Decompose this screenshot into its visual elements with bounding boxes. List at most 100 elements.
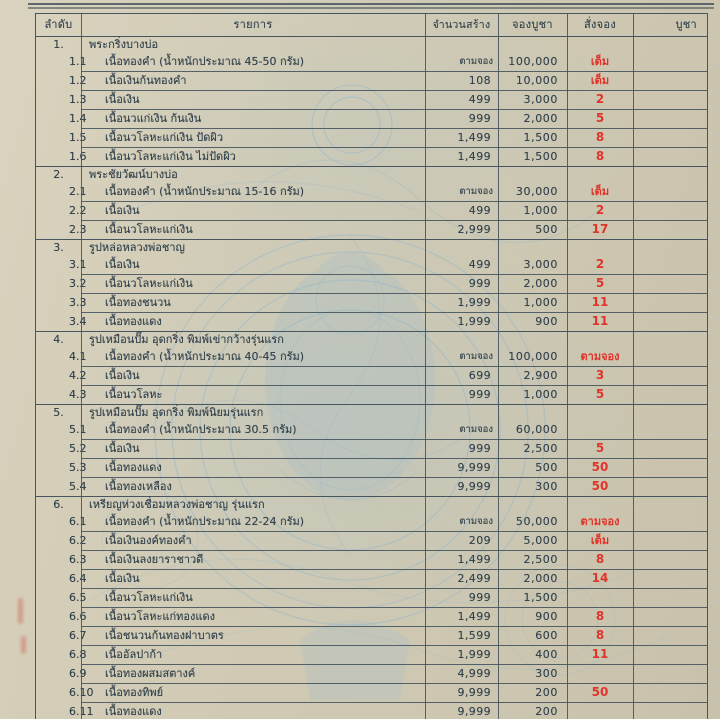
table-header-row: ลำดับ รายการ จำนวนสร้าง จองบูชา สั่งจอง …: [36, 14, 707, 37]
worship-cell: [633, 512, 707, 531]
item-label: เนื้ออัลปาก้า: [105, 648, 163, 661]
table-row: 2.3 เนื้อนวโลหะแก่เงิน 2,999 500 17: [36, 220, 707, 239]
orders-cell: 5: [595, 111, 605, 125]
group-title: เหรียญห่วงเชื่อมหลวงพ่อชาญ รุ่นแรก: [89, 498, 265, 511]
quantity-cell: 209: [468, 534, 491, 547]
quantity-cell: 1,499: [457, 131, 491, 144]
item-label: เนื้อเงิน: [105, 572, 140, 585]
worship-cell: [633, 366, 707, 385]
item-number: 6.9: [69, 667, 87, 680]
item-label: เนื้อทองผสมสตางค์: [105, 667, 196, 680]
worship-cell: [633, 569, 707, 588]
quantity-cell: 9,999: [457, 686, 491, 699]
item-label: เนื้อนวโลหะ: [105, 388, 163, 401]
orders-cell: [567, 588, 633, 607]
table-row: 5.4 เนื้อทองเหลือง 9,999 300 50: [36, 477, 707, 496]
quantity-cell: 108: [468, 74, 491, 87]
worship-cell: [633, 550, 707, 569]
reserve-price-cell: 100,000: [508, 350, 558, 363]
quantity-cell: 999: [468, 388, 491, 401]
quantity-cell: 699: [468, 369, 491, 382]
table-row: 6.3 เนื้อเงินลงยาราชาวดี 1,499 2,500 8: [36, 550, 707, 569]
reserve-price-cell: 3,000: [523, 93, 558, 106]
table-row: 6.7 เนื้อชนวนก้นทองฝาบาตร 1,599 600 8: [36, 626, 707, 645]
item-label: เนื้อทองชนวน: [105, 296, 171, 309]
table-row: 1.4 เนื้อนวแก่เงิน ก้นเงิน 999 2,000 5: [36, 109, 707, 128]
item-number: 3.3: [69, 296, 87, 309]
table-row: 1.3 เนื้อเงิน 499 3,000 2: [36, 90, 707, 109]
quantity-cell: 499: [468, 258, 491, 271]
worship-cell: [633, 312, 707, 331]
item-number: 2.1: [69, 185, 87, 198]
item-label: เนื้อทองทิพย์: [105, 686, 164, 699]
item-number: 1.5: [69, 131, 87, 144]
amulet-order-table: ลำดับ รายการ จำนวนสร้าง จองบูชา สั่งจอง …: [35, 13, 708, 719]
group-number: 4.: [53, 333, 64, 346]
table-row: 2.1 เนื้อทองคำ (น้ำหนักประมาณ 15-16 กรัม)…: [36, 182, 707, 201]
reserve-price-cell: 10,000: [515, 74, 558, 87]
item-label: เนื้อนวโลหะแก่ทองแดง: [105, 610, 215, 623]
quantity-cell: 2,499: [457, 572, 491, 585]
reserve-price-cell: 300: [535, 480, 558, 493]
table-row: 5.1 เนื้อทองคำ (น้ำหนักประมาณ 30.5 กรัม) ต…: [36, 420, 707, 439]
worship-cell: [633, 439, 707, 458]
quantity-cell: ตามจอง: [459, 351, 493, 362]
item-label: เนื้อเงิน: [105, 369, 140, 382]
item-number: 3.4: [69, 315, 87, 328]
item-number: 6.3: [69, 553, 87, 566]
item-label: เนื้อทองคำ (น้ำหนักประมาณ 15-16 กรัม): [105, 185, 305, 198]
orders-cell: 8: [595, 628, 605, 642]
orders-cell: เต็ม: [590, 74, 610, 87]
column-divider: [633, 14, 634, 719]
table-row: 6.6 เนื้อนวโลหะแก่ทองแดง 1,499 900 8: [36, 607, 707, 626]
group-number: 3.: [53, 241, 64, 254]
table-group-1: 1. พระกริ่งบางบ่อ 1.1 เนื้อทองคำ (น้ำหนักปร…: [36, 37, 707, 167]
table-group-5: 5. รูปเหมือนปั๊ม อุดกริ่ง พิมพ์นิยมรุ่นแร…: [36, 405, 707, 497]
reserve-price-cell: 2,000: [523, 112, 558, 125]
table-row: 6.2 เนื้อเงินองค์ทองคำ 209 5,000 เต็ม: [36, 531, 707, 550]
quantity-cell: 499: [468, 93, 491, 106]
item-number: 4.1: [69, 350, 87, 363]
worship-cell: [633, 71, 707, 90]
page-top-rule: [28, 3, 714, 9]
item-label: เนื้อเงินลงยาราชาวดี: [105, 553, 204, 566]
table-row: 3.1 เนื้อเงิน 499 3,000 2: [36, 255, 707, 274]
reserve-price-cell: 900: [535, 610, 558, 623]
reserve-price-cell: 600: [535, 629, 558, 642]
item-label: เนื้อเงิน: [105, 93, 140, 106]
worship-cell: [633, 220, 707, 239]
item-label: เนื้อเงิน: [105, 442, 140, 455]
worship-cell: [633, 347, 707, 366]
item-number: 1.2: [69, 74, 87, 87]
orders-cell: 50: [591, 460, 609, 474]
reserve-price-cell: 2,500: [523, 442, 558, 455]
worship-cell: [633, 90, 707, 109]
group-title: พระกริ่งบางบ่อ: [89, 38, 159, 51]
worship-cell: [633, 477, 707, 496]
orders-cell: 2: [595, 257, 605, 271]
table-row: 6.4 เนื้อเงิน 2,499 2,000 14: [36, 569, 707, 588]
column-divider: [498, 14, 499, 719]
worship-cell: [633, 147, 707, 166]
item-label: เนื้อนวโลหะแก่เงิน: [105, 591, 193, 604]
item-number: 4.3: [69, 388, 87, 401]
header-item: รายการ: [233, 18, 273, 31]
header-quantity: จำนวนสร้าง: [432, 19, 491, 31]
item-label: เนื้อทองคำ (น้ำหนักประมาณ 30.5 กรัม): [105, 423, 297, 436]
order-table-body: 1. พระกริ่งบางบ่อ 1.1 เนื้อทองคำ (น้ำหนักปร…: [36, 37, 707, 719]
worship-cell: [633, 109, 707, 128]
item-number: 5.2: [69, 442, 87, 455]
table-row: 6.1 เนื้อทองคำ (น้ำหนักประมาณ 22-24 กรัม)…: [36, 512, 707, 531]
group-title: พระชัยวัฒน์บางบ่อ: [89, 168, 178, 181]
reserve-price-cell: 1,500: [523, 131, 558, 144]
table-row: 6.10เนื้อทองทิพย์ 9,999 200 50: [36, 683, 707, 702]
reserve-price-cell: 5,000: [523, 534, 558, 547]
reserve-price-cell: 60,000: [515, 423, 558, 436]
item-number: 5.1: [69, 423, 87, 436]
table-row: 5.2 เนื้อเงิน 999 2,500 5: [36, 439, 707, 458]
table-row: 4.3 เนื้อนวโลหะ 999 1,000 5: [36, 385, 707, 404]
table-row: 4.1 เนื้อทองคำ (น้ำหนักประมาณ 40-45 กรัม)…: [36, 347, 707, 366]
item-number: 6.10: [69, 683, 105, 702]
item-label: เนื้อทองคำ (น้ำหนักประมาณ 45-50 กรัม): [105, 55, 305, 68]
